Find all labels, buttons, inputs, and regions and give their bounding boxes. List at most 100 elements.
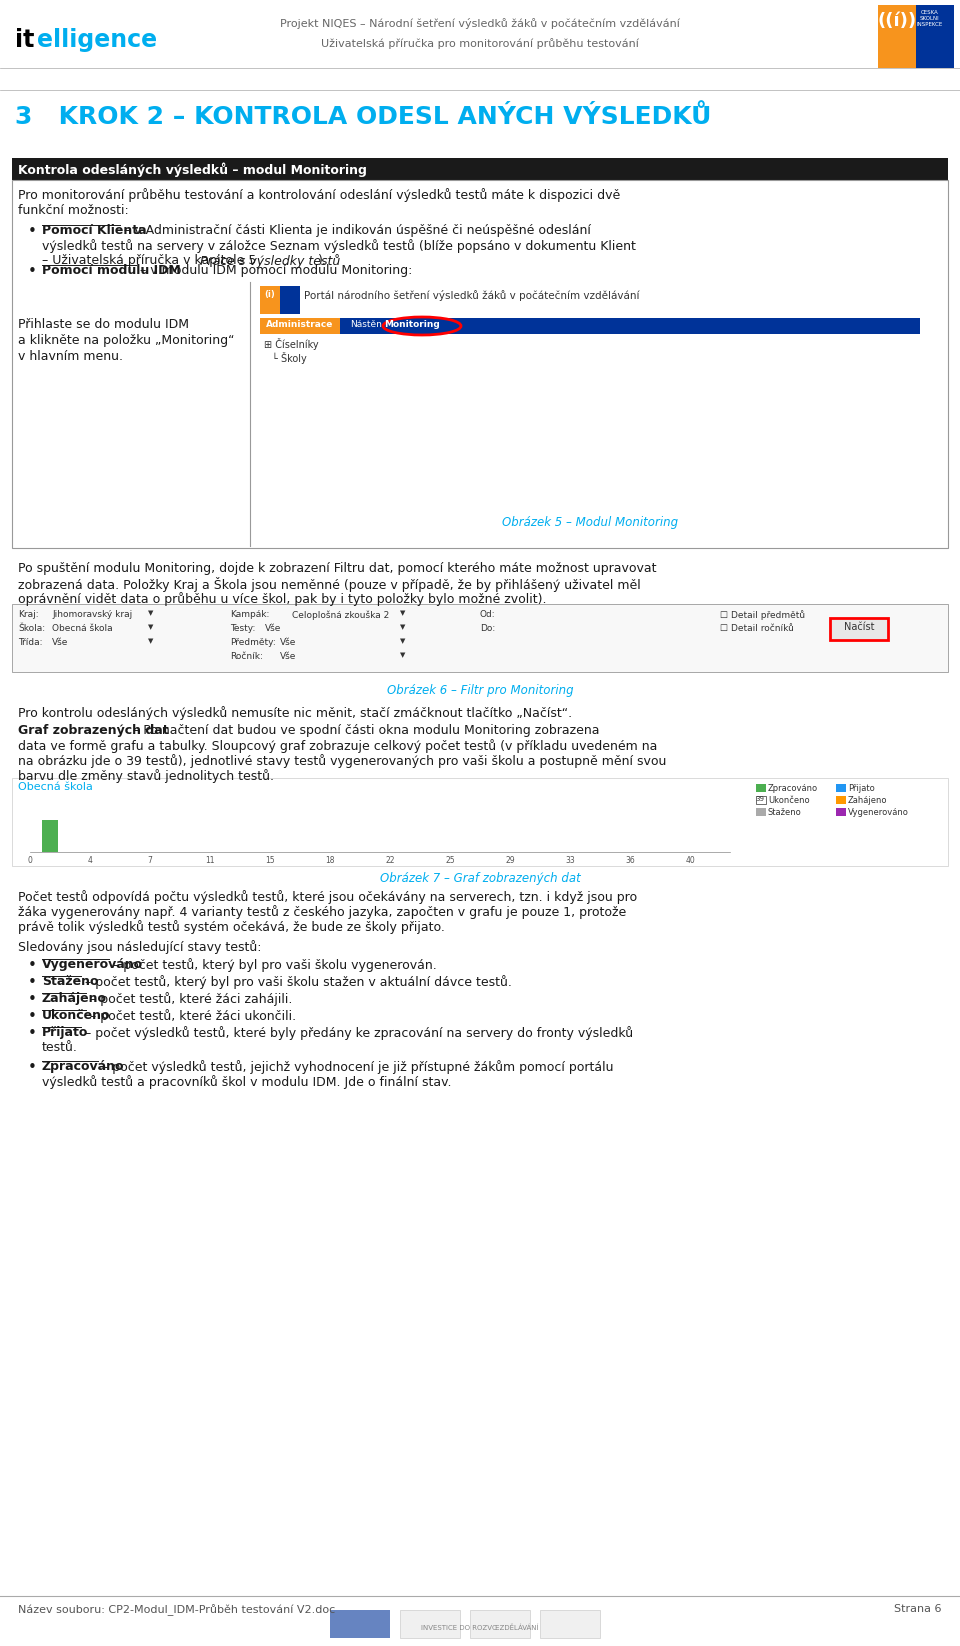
Bar bbox=[280, 286, 300, 314]
Text: Po spuštění modulu Monitoring, dojde k zobrazení Filtru dat, pomocí kterého máte: Po spuštění modulu Monitoring, dojde k z… bbox=[18, 561, 657, 574]
Text: •: • bbox=[28, 1060, 36, 1075]
Text: na obrázku jde o 39 testů), jednotlivé stavy testů vygenerovaných pro vaši školu: na obrázku jde o 39 testů), jednotlivé s… bbox=[18, 754, 666, 769]
Text: ▼: ▼ bbox=[400, 652, 405, 658]
Text: Přihlaste se do modulu IDM: Přihlaste se do modulu IDM bbox=[18, 318, 189, 331]
Bar bbox=[12, 604, 948, 672]
Text: Zpracováno: Zpracováno bbox=[768, 783, 818, 793]
Text: Do:: Do: bbox=[480, 624, 495, 634]
Text: funkční možnosti:: funkční možnosti: bbox=[18, 204, 129, 217]
Text: Přijato: Přijato bbox=[42, 1025, 88, 1039]
Text: Pro monitorování průběhu testování a kontrolování odeslání výsledků testů máte k: Pro monitorování průběhu testování a kon… bbox=[18, 188, 620, 202]
Text: Třída:: Třída: bbox=[18, 639, 42, 647]
Text: INVESTICE DO ROZVŒZDĚLÁVÁNÍ: INVESTICE DO ROZVŒZDĚLÁVÁNÍ bbox=[421, 1625, 539, 1631]
Text: žáka vygenerovány např. 4 varianty testů z českého jazyka, započten v grafu je p: žáka vygenerovány např. 4 varianty testů… bbox=[18, 905, 626, 918]
Bar bbox=[836, 797, 846, 803]
Text: Testy:: Testy: bbox=[230, 624, 255, 634]
Text: Uživatelská příručka pro monitorování průběhu testování: Uživatelská příručka pro monitorování pr… bbox=[321, 38, 639, 49]
Text: – počet testů, které žáci ukončili.: – počet testů, které žáci ukončili. bbox=[86, 1009, 297, 1022]
Text: ☐ Detail předmětů: ☐ Detail předmětů bbox=[720, 611, 805, 621]
Text: Načíst: Načíst bbox=[844, 622, 875, 632]
Text: •: • bbox=[28, 993, 36, 1007]
Text: – Uživatelská příručka v kapitole 5: – Uživatelská příručka v kapitole 5 bbox=[42, 253, 260, 267]
Text: Obrázek 7 – Graf zobrazených dat: Obrázek 7 – Graf zobrazených dat bbox=[379, 872, 581, 886]
Bar bbox=[470, 1610, 530, 1638]
Text: v hlavním menu.: v hlavním menu. bbox=[18, 351, 123, 364]
Text: •: • bbox=[28, 263, 36, 280]
Text: Škola:: Škola: bbox=[18, 624, 45, 634]
Text: testů.: testů. bbox=[42, 1040, 78, 1053]
Text: Obecná škola: Obecná škola bbox=[18, 782, 93, 792]
Text: Strana 6: Strana 6 bbox=[895, 1603, 942, 1615]
Text: •: • bbox=[28, 1025, 36, 1040]
Text: Předměty:: Předměty: bbox=[230, 639, 276, 647]
Bar bbox=[540, 1610, 600, 1638]
Text: 15: 15 bbox=[265, 856, 275, 866]
Text: – počet výsledků testů, které byly předány ke zpracování na servery do fronty vý: – počet výsledků testů, které byly předá… bbox=[81, 1025, 633, 1040]
Text: Administrace: Administrace bbox=[266, 319, 334, 329]
Bar bbox=[756, 783, 766, 792]
Text: Staženo: Staženo bbox=[42, 974, 99, 988]
Text: data ve formě grafu a tabulky. Sloupcový graf zobrazuje celkový počet testů (v p: data ve formě grafu a tabulky. Sloupcový… bbox=[18, 739, 658, 752]
Text: výsledků testů a pracovníků škol v modulu IDM. Jde o finální stav.: výsledků testů a pracovníků škol v modul… bbox=[42, 1075, 451, 1090]
Text: ▼: ▼ bbox=[400, 639, 405, 644]
Text: (i): (i) bbox=[265, 290, 276, 300]
Text: Sledovány jsou následující stavy testů:: Sledovány jsou následující stavy testů: bbox=[18, 940, 261, 955]
Text: 29: 29 bbox=[505, 856, 515, 866]
Text: Projekt NIQES – Národní šetření výsledků žáků v počátečním vzdělávání: Projekt NIQES – Národní šetření výsledků… bbox=[280, 18, 680, 30]
Text: – počet testů, který byl pro vaši školu stažen v aktuální dávce testů.: – počet testů, který byl pro vaši školu … bbox=[81, 974, 512, 989]
Text: Od:: Od: bbox=[480, 611, 495, 619]
Text: a klikněte na položku „Monitoring“: a klikněte na položku „Monitoring“ bbox=[18, 334, 234, 347]
Text: ▼: ▼ bbox=[148, 611, 154, 616]
Text: 3   KROK 2 – KONTROLA ODESL ANÝCH VÝSLEDKŮ: 3 KROK 2 – KONTROLA ODESL ANÝCH VÝSLEDKŮ bbox=[15, 105, 711, 128]
Text: – v Administrační části Klienta je indikován úspěšné či neúspěšné odeslání: – v Administrační části Klienta je indik… bbox=[120, 224, 590, 237]
Bar bbox=[12, 779, 948, 866]
Text: ).: ). bbox=[318, 253, 326, 267]
Text: barvu dle změny stavů jednolitych testů.: barvu dle změny stavů jednolitych testů. bbox=[18, 769, 274, 783]
Text: Počet testů odpovídá počtu výsledků testů, které jsou očekávány na serverech, tz: Počet testů odpovídá počtu výsledků test… bbox=[18, 890, 637, 904]
Bar bbox=[260, 318, 920, 334]
Text: ▼: ▼ bbox=[400, 611, 405, 616]
Bar bbox=[42, 820, 58, 853]
Text: ((í)): ((í)) bbox=[877, 12, 917, 30]
Text: it: it bbox=[15, 28, 35, 53]
Text: Vše: Vše bbox=[280, 639, 297, 647]
Text: Ukončeno: Ukončeno bbox=[42, 1009, 110, 1022]
Text: ▼: ▼ bbox=[400, 624, 405, 630]
Text: Obrázek 5 – Modul Monitoring: Obrázek 5 – Modul Monitoring bbox=[502, 515, 678, 528]
Text: 18: 18 bbox=[325, 856, 335, 866]
Text: 4: 4 bbox=[87, 856, 92, 866]
Text: Práce s výsledky testů: Práce s výsledky testů bbox=[200, 253, 340, 268]
Text: Nástěn: Nástěn bbox=[350, 319, 382, 329]
Text: Obrázek 6 – Filtr pro Monitoring: Obrázek 6 – Filtr pro Monitoring bbox=[387, 685, 573, 696]
Text: Zahájeno: Zahájeno bbox=[42, 993, 107, 1006]
Text: Portál národního šetření výsledků žáků v počátečním vzdělávání: Portál národního šetření výsledků žáků v… bbox=[304, 290, 639, 301]
Text: výsledků testů na servery v záložce Seznam výsledků testů (blíže popsáno v dokum: výsledků testů na servery v záložce Sezn… bbox=[42, 239, 636, 253]
Text: Ukončeno: Ukončeno bbox=[768, 797, 809, 805]
Text: 22: 22 bbox=[385, 856, 395, 866]
Text: Vše: Vše bbox=[52, 639, 68, 647]
Text: ⊞ Číselníky: ⊞ Číselníky bbox=[264, 337, 319, 351]
Text: – počet testů, které žáci zahájili.: – počet testů, které žáci zahájili. bbox=[86, 993, 293, 1006]
Text: CESKA
SKOLNI
INSPEKCE: CESKA SKOLNI INSPEKCE bbox=[917, 10, 943, 26]
Text: ☐ Detail ročníků: ☐ Detail ročníků bbox=[720, 624, 794, 634]
Bar bbox=[836, 808, 846, 816]
Bar bbox=[830, 617, 888, 640]
Text: zobrazená data. Položky Kraj a Škola jsou neměnné (pouze v případě, že by přihlá: zobrazená data. Položky Kraj a Škola jso… bbox=[18, 578, 640, 593]
Text: – v modulu IDM pomocí modulu Monitoring:: – v modulu IDM pomocí modulu Monitoring: bbox=[136, 263, 413, 277]
Text: Graf zobrazených dat: Graf zobrazených dat bbox=[18, 724, 169, 737]
Text: Vše: Vše bbox=[265, 624, 281, 634]
Text: – Po načtení dat budou ve spodní části okna modulu Monitoring zobrazena: – Po načtení dat budou ve spodní části o… bbox=[129, 724, 599, 737]
Text: Vygenerováno: Vygenerováno bbox=[848, 808, 909, 816]
Text: Zpracováno: Zpracováno bbox=[42, 1060, 125, 1073]
Text: ▼: ▼ bbox=[148, 624, 154, 630]
Text: Kraj:: Kraj: bbox=[18, 611, 38, 619]
Text: Celoplošná zkouška 2: Celoplošná zkouška 2 bbox=[292, 611, 389, 619]
Text: Kampák:: Kampák: bbox=[230, 611, 270, 619]
Text: ▼: ▼ bbox=[148, 639, 154, 644]
Text: 7: 7 bbox=[148, 856, 153, 866]
Text: Obecná škola: Obecná škola bbox=[52, 624, 112, 634]
Text: Zahájeno: Zahájeno bbox=[848, 797, 887, 805]
Text: Monitoring: Monitoring bbox=[384, 319, 440, 329]
Bar bbox=[330, 1610, 390, 1638]
Bar bbox=[12, 179, 948, 548]
